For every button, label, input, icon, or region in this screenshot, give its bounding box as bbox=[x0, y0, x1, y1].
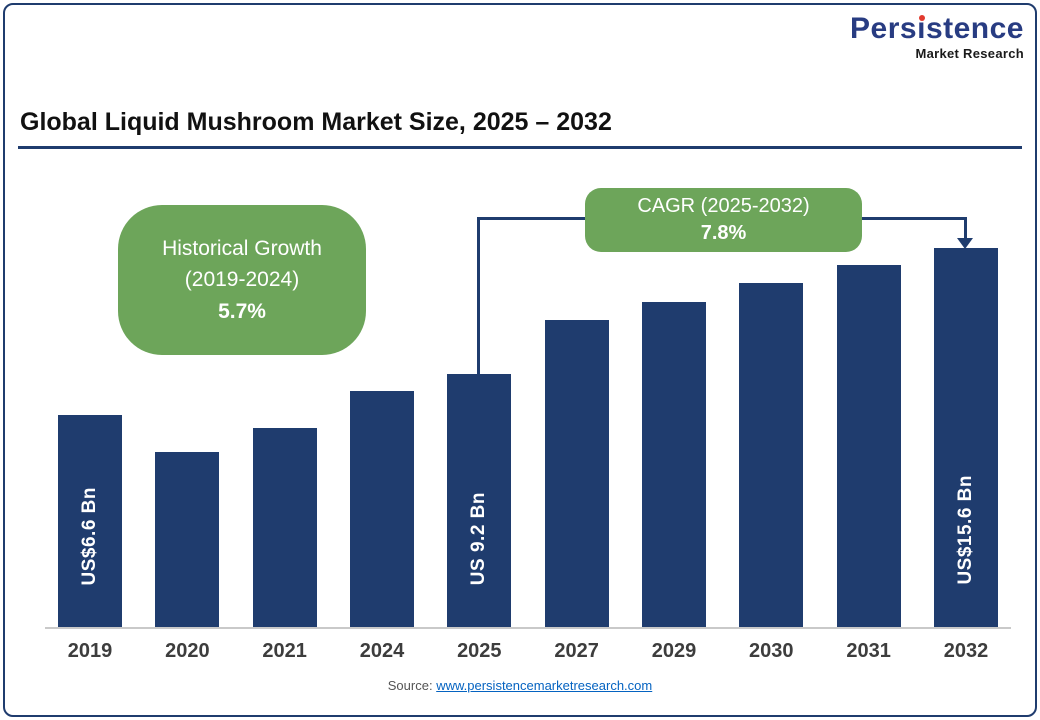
bar-group-2027: 2027 bbox=[544, 320, 609, 665]
logo-letter-i: ı bbox=[917, 12, 926, 45]
x-axis-label-2027: 2027 bbox=[554, 639, 599, 662]
arrow-down-icon bbox=[957, 238, 973, 249]
historical-growth-period: (2019-2024) bbox=[184, 268, 300, 292]
source-link[interactable]: www.persistencemarketresearch.com bbox=[436, 678, 653, 693]
bar-chart: US$6.6 Bn 2019 2020 2021 2024 US 9.2 Bn 2025 20… bbox=[58, 160, 998, 665]
bar-group-2020: 2020 bbox=[155, 452, 220, 665]
source-line: Source: www.persistencemarketresearch.co… bbox=[0, 678, 1040, 693]
logo-red-dot-icon bbox=[918, 15, 925, 21]
bar-2025: US 9.2 Bn bbox=[447, 374, 512, 627]
bar-group-2019: US$6.6 Bn 2019 bbox=[58, 415, 122, 665]
cagr-connector-left bbox=[477, 217, 480, 374]
historical-growth-value: 5.7% bbox=[218, 299, 266, 323]
bar-2027 bbox=[544, 320, 609, 627]
x-axis-label-2032: 2032 bbox=[943, 639, 989, 662]
bar-group-2031: 2031 bbox=[836, 265, 901, 665]
bar-group-2030: 2030 bbox=[739, 283, 804, 665]
x-axis-label-2024: 2024 bbox=[359, 639, 405, 662]
bar-2021 bbox=[252, 428, 317, 627]
x-axis-label-2020: 2020 bbox=[165, 639, 210, 662]
cagr-value: 7.8% bbox=[700, 222, 747, 244]
bar-value-label-2032: US$15.6 Bn bbox=[954, 475, 976, 585]
source-label: Source: bbox=[387, 678, 433, 693]
historical-growth-callout: Historical Growth (2019-2024) 5.7% bbox=[118, 205, 366, 355]
x-axis-label-2030: 2030 bbox=[749, 639, 794, 662]
bar-value-label-2025: US 9.2 Bn bbox=[468, 491, 490, 585]
title-underline bbox=[18, 146, 1022, 149]
bar-2031 bbox=[836, 265, 901, 627]
bar-2030 bbox=[739, 283, 804, 627]
logo-text-prefix: Pers bbox=[850, 12, 918, 45]
bar-2029 bbox=[641, 302, 706, 627]
bar-2020 bbox=[155, 452, 220, 627]
x-axis-label-2019: 2019 bbox=[67, 639, 113, 662]
bar-2024 bbox=[349, 391, 414, 627]
x-axis-label-2021: 2021 bbox=[262, 639, 307, 662]
page-title: Global Liquid Mushroom Market Size, 2025… bbox=[20, 108, 612, 136]
cagr-label: CAGR (2025-2032) bbox=[637, 195, 810, 217]
logo-wordmark: Persı stence bbox=[850, 14, 1024, 44]
logo-text-suffix: stence bbox=[925, 12, 1024, 45]
historical-growth-label: Historical Growth bbox=[162, 236, 322, 260]
cagr-connector-right bbox=[964, 217, 967, 239]
bar-group-2021: 2021 bbox=[252, 428, 317, 665]
x-axis-line bbox=[45, 627, 1011, 629]
x-axis-label-2029: 2029 bbox=[651, 639, 697, 662]
x-axis-label-2031: 2031 bbox=[846, 639, 891, 662]
bar-group-2032: US$15.6 Bn 2032 bbox=[933, 248, 998, 665]
bar-value-label-2019: US$6.6 Bn bbox=[79, 486, 100, 585]
logo-subtitle: Market Research bbox=[915, 46, 1024, 61]
bar-group-2029: 2029 bbox=[641, 302, 706, 665]
bar-2032: US$15.6 Bn bbox=[933, 248, 998, 627]
bar-group-2024: 2024 bbox=[349, 391, 414, 665]
bar-2019: US$6.6 Bn bbox=[58, 415, 122, 627]
cagr-callout: CAGR (2025-2032) 7.8% bbox=[585, 188, 862, 252]
bar-group-2025: US 9.2 Bn 2025 bbox=[447, 374, 512, 665]
logo: Persı stence Market Research bbox=[850, 14, 1024, 62]
x-axis-label-2025: 2025 bbox=[457, 639, 502, 662]
